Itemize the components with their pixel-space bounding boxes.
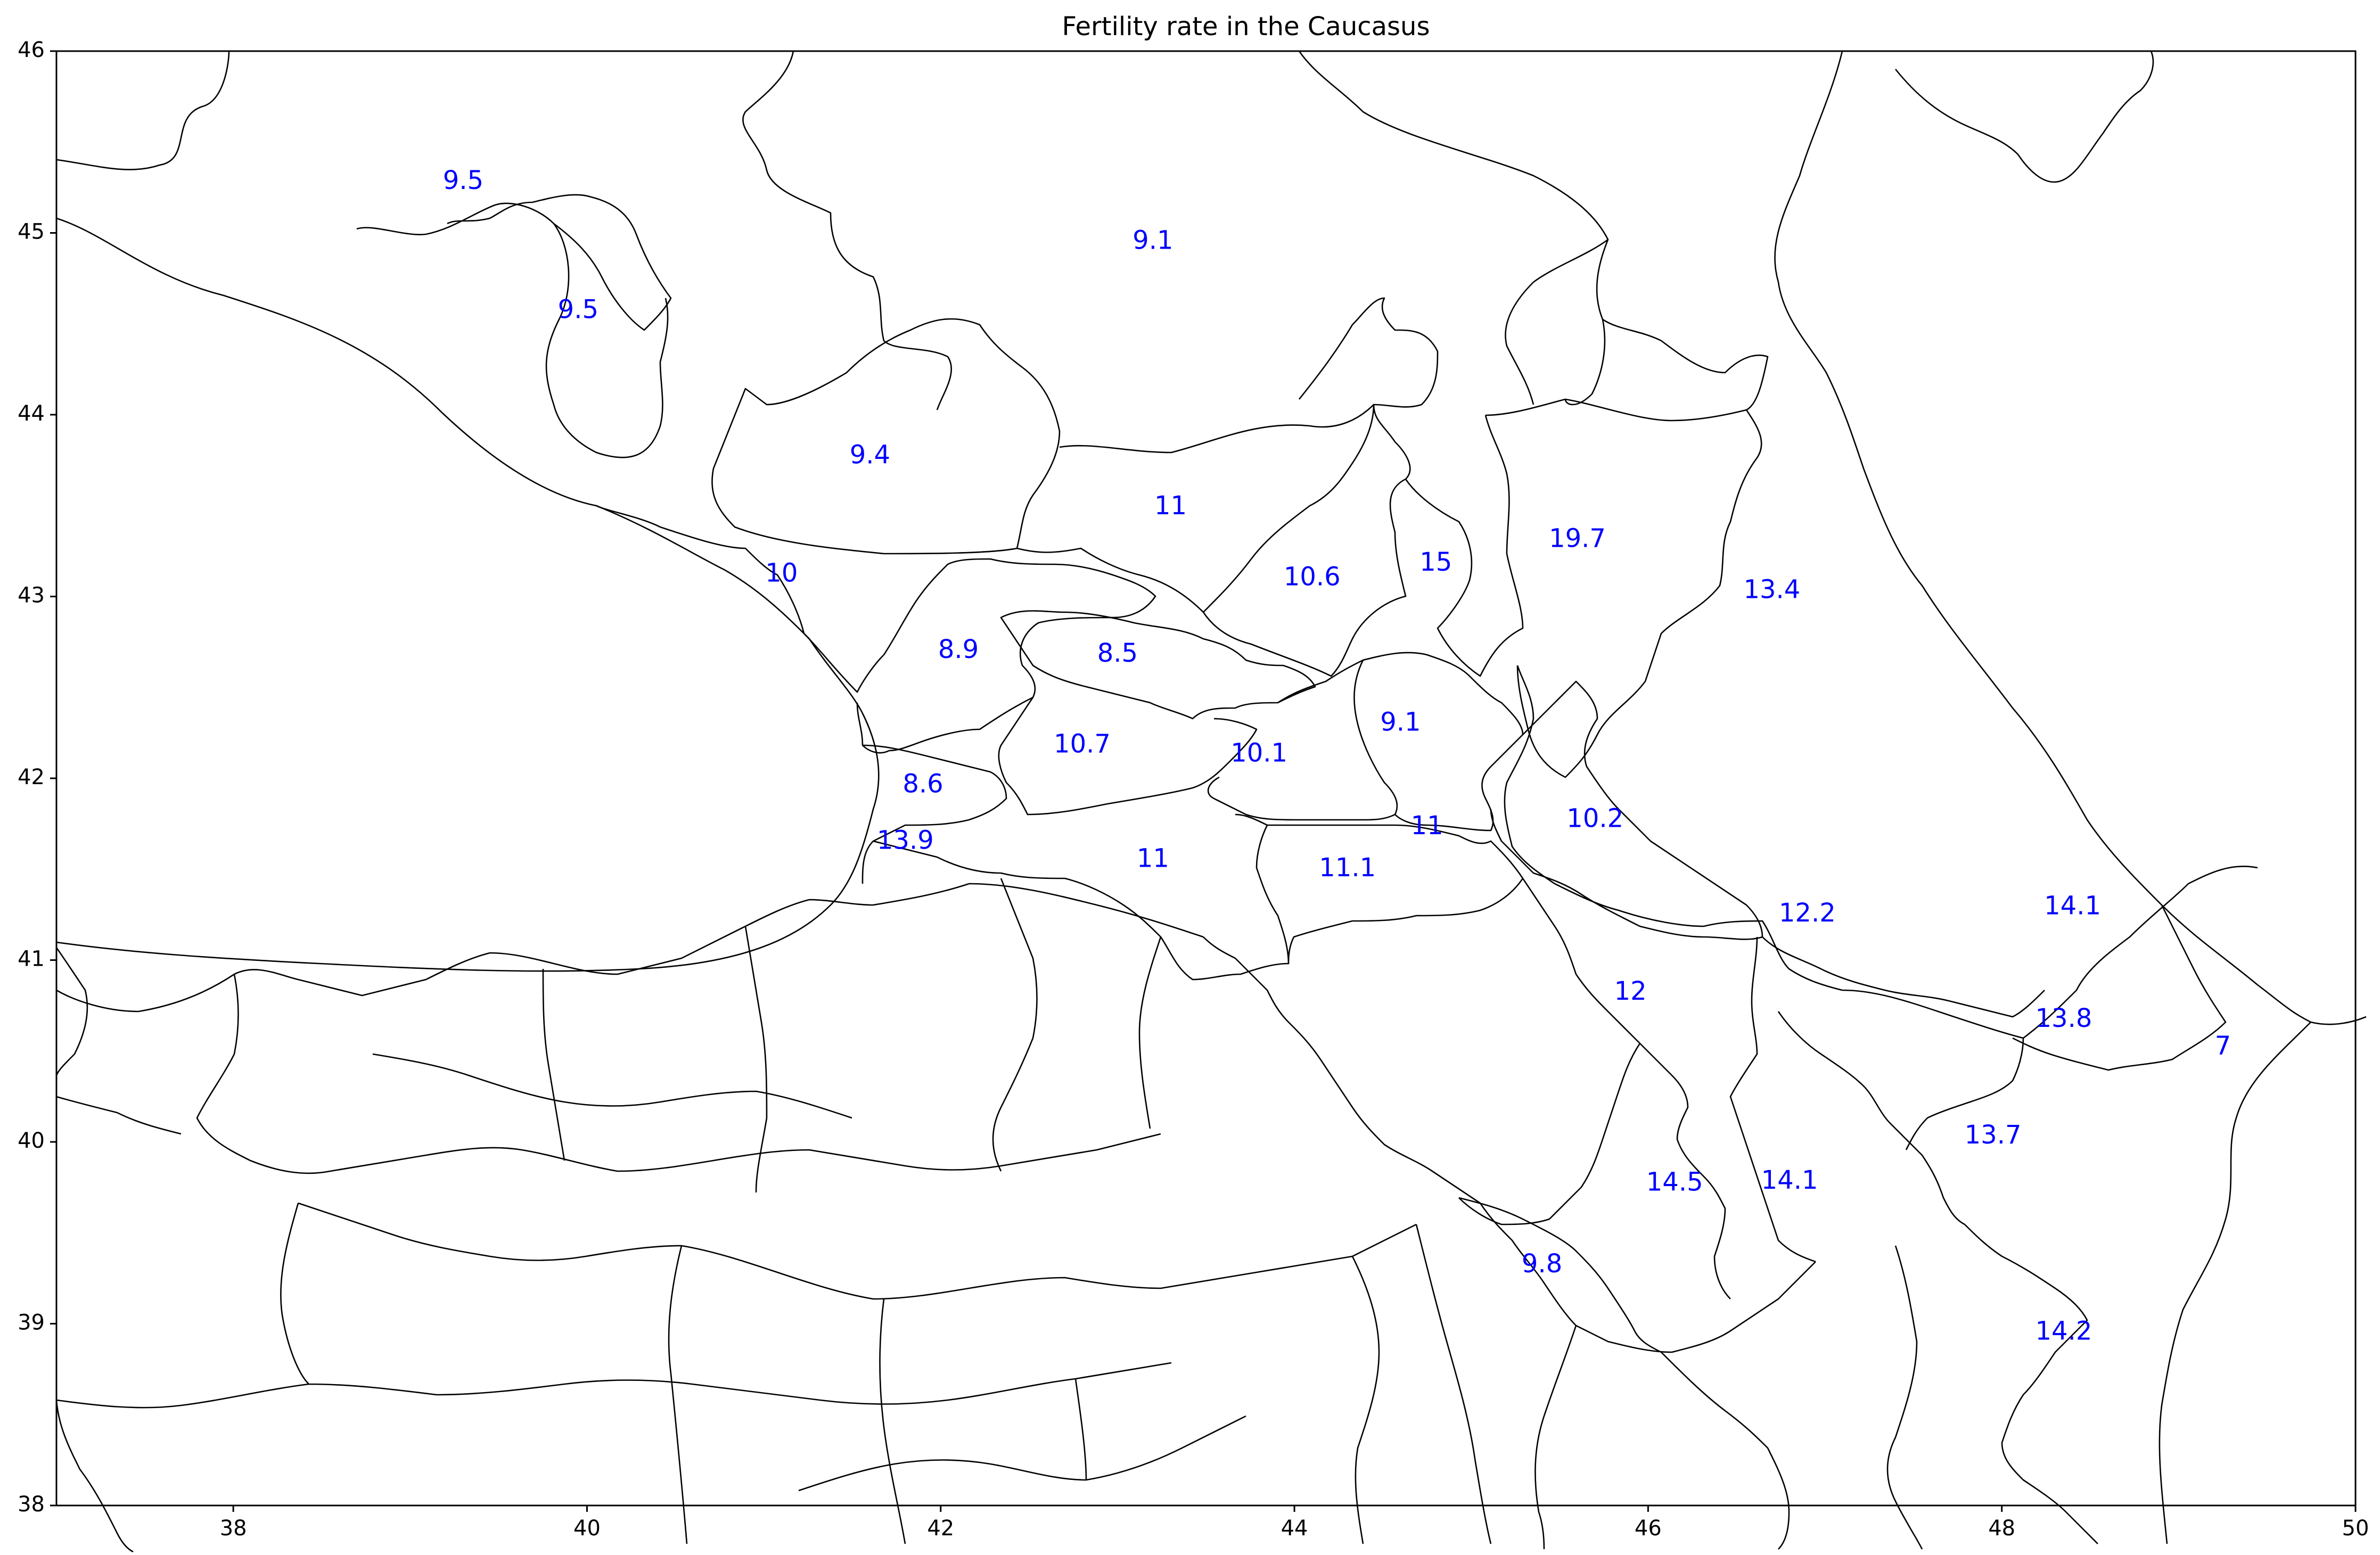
azerbaijan-south-border [1964,1224,2098,1544]
region-value-label: 14.1 [2044,891,2101,920]
region-value-label: 10 [765,558,798,588]
region-value-label: 14.2 [2036,1317,2092,1346]
x-tick-label: 42 [927,1516,954,1541]
region-value-label: 11.1 [1319,853,1376,883]
kakheti-outline [1490,680,1763,940]
region-value-label: 11 [1411,811,1443,841]
region-value-label: 10.7 [1054,729,1111,759]
y-tick-label: 40 [18,1129,45,1153]
region-value-label: 12 [1614,976,1647,1006]
racha-outline [1000,610,1316,720]
region-value-label: 9.8 [1522,1249,1562,1279]
turkey-regions-2 [196,974,1161,1174]
region-value-label: 8.9 [938,635,979,664]
y-tick-label: 44 [18,401,45,426]
region-value-label: 13.8 [2036,1003,2092,1033]
region-value-label: 10.2 [1566,804,1623,834]
y-axis: 38 39 40 41 42 43 44 45 46 [18,38,56,1517]
region-value-label: 10.6 [1284,562,1341,591]
y-tick-label: 42 [18,765,45,789]
azerbaijan-northwest-border [1762,936,2045,1018]
armenia-interior-1 [1522,878,1641,1140]
x-tick-label: 44 [1281,1516,1308,1541]
region-value-label: 7 [2215,1031,2231,1060]
region-value-label: 13.9 [877,826,934,855]
x-tick-label: 40 [573,1516,601,1541]
adjara-guria-outline [861,744,1290,981]
turkey-regions-5 [298,1202,1417,1300]
region-value-label: 11 [1137,844,1169,874]
region-value-labels: 9.5 9.5 9.1 9.4 11 10 10.6 15 19.7 13.4 8.9 8.5 10.7… [443,166,2231,1346]
ingushetia-chechnya-border [1405,415,1524,677]
krasnodar-stavropol-border [742,51,952,410]
region-value-label: 9.5 [443,166,483,195]
region-value-label: 13.7 [1965,1120,2022,1150]
armenia-interior-3 [1458,1139,1604,1225]
region-value-label: 12.2 [1779,898,1836,928]
turkey-regions-7 [798,1298,1246,1544]
caspian-coastline [1774,51,2367,1544]
azov-sea-coastline [56,51,672,331]
taman-coastline [545,223,669,458]
region-value-label: 8.5 [1097,638,1138,668]
region-value-label: 11 [1154,491,1187,521]
x-axis: 38 40 42 44 46 48 50 [220,1505,2369,1541]
region-value-label: 14.1 [1761,1165,1818,1195]
turkey-regions-3 [372,926,852,1193]
region-value-label: 13.4 [1743,574,1800,604]
y-tick-label: 38 [18,1492,45,1517]
azerbaijan-central-border-2 [1905,1038,2024,1150]
x-tick-label: 38 [220,1516,247,1541]
region-value-label: 15 [1419,547,1452,577]
mtskheta-mtianeti-outline [1363,652,1524,832]
nakhchivan-border [1458,1197,1662,1353]
region-value-label: 9.4 [850,440,890,470]
kabardino-balkaria-outline [1016,404,1375,613]
y-tick-label: 46 [18,38,45,62]
region-boundaries [55,51,2367,1553]
imereti-outline [998,697,1258,816]
x-tick-label: 46 [1635,1516,1662,1541]
region-value-label: 10.1 [1230,738,1287,768]
shida-kartli-outline [1207,659,1398,821]
samegrelo-outline [856,558,1156,754]
iran-turkey-border [1351,1224,1492,1544]
x-tick-label: 48 [1988,1516,2015,1541]
kalmykia-dagestan-border [1564,239,1769,411]
karachay-cherkessia-outline [711,318,1061,555]
region-value-label: 19.7 [1549,524,1606,554]
turkey-regions-6 [56,1203,1172,1544]
stavropol-kalmykia-border [1298,51,1609,405]
north-ossetia-outline [1202,297,1439,677]
black-sea-coastline [56,217,880,972]
chart-title: Fertility rate in the Caucasus [1062,12,1430,42]
dagestan-south-border [1504,665,2258,1039]
armenia-north-border [1203,936,1816,1353]
armenia-interior-2 [1639,1043,1731,1299]
turkey-far-west [55,947,182,1553]
region-value-label: 9.1 [1380,707,1421,737]
y-tick-label: 45 [18,220,45,244]
turkey-regions-4 [969,878,1204,1172]
y-tick-label: 41 [18,947,45,972]
region-value-label: 8.6 [902,769,943,799]
abkhazia-outline [596,505,884,693]
azerbaijan-east-border [2012,904,2227,1071]
y-tick-label: 43 [18,583,45,608]
armenia-east-border [1729,936,1816,1263]
region-value-label: 9.5 [558,294,598,324]
iran-regions-1 [1534,1245,1923,1550]
chechnya-dagestan-border [1485,398,1762,778]
x-tick-label: 50 [2342,1516,2369,1541]
y-tick-label: 39 [18,1311,45,1335]
azerbaijan-central-border-1 [1777,1011,1965,1225]
region-value-label: 14.5 [1646,1167,1703,1197]
plot-frame [55,50,2357,1507]
region-value-label: 9.1 [1132,226,1173,256]
